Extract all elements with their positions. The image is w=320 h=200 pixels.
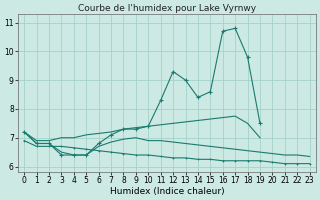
- X-axis label: Humidex (Indice chaleur): Humidex (Indice chaleur): [109, 187, 224, 196]
- Title: Courbe de l'humidex pour Lake Vyrnwy: Courbe de l'humidex pour Lake Vyrnwy: [78, 4, 256, 13]
